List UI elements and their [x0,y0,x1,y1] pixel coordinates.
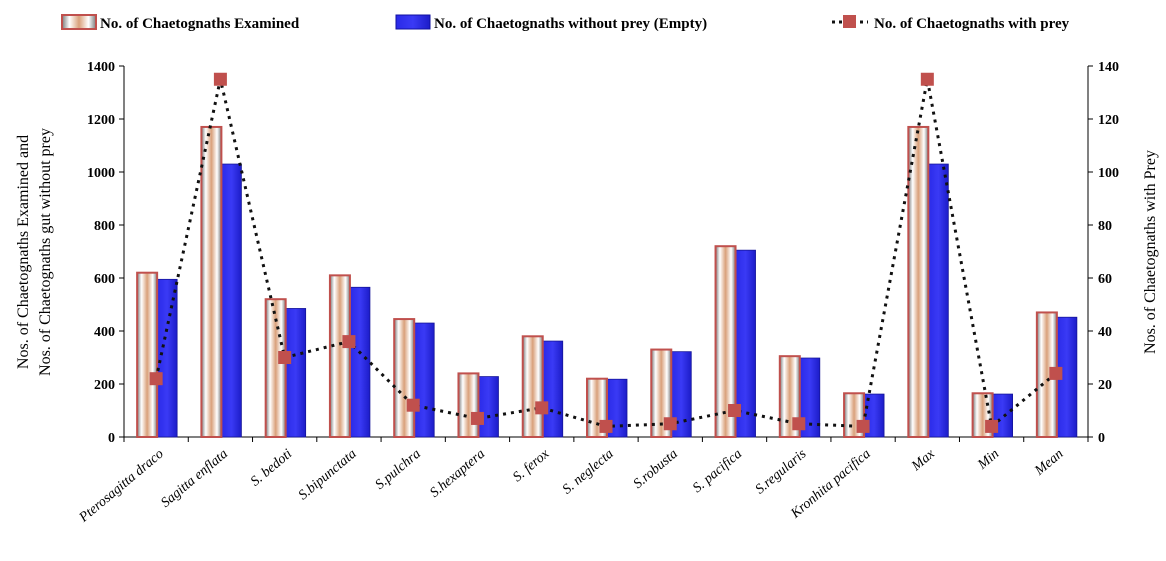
bar-examined [200,125,223,438]
with-prey-point [278,351,292,364]
x-tick-label-group: S.regularis [753,446,810,497]
x-tick-label-group: Mean [1032,447,1067,480]
y-tick-left-label: 0 [108,431,115,446]
bar-empty [542,340,564,438]
with-prey-point [728,404,742,417]
y-tick-left-label: 1200 [87,113,115,128]
x-tick-label-group: S. bedoti [248,447,295,490]
with-prey-point [663,417,677,431]
x-tick-label-group: Min [974,447,1002,474]
y-tick-left-label: 800 [94,219,115,234]
legend-marker-with-prey [843,15,856,28]
legend-swatch-examined [61,14,97,30]
with-prey-point [920,72,934,86]
legend-label-with-prey: No. of Chaetognaths with prey [874,16,1070,32]
y-axis-left-title-line1: Nos. of Chaetognaths Examined and [15,135,32,369]
x-tick-label: S. bedoti [248,447,295,490]
y-tick-right-label: 0 [1098,431,1105,446]
bar-examined [778,355,801,438]
bar-examined [328,274,351,438]
y-tick-right-label: 80 [1098,219,1112,234]
bars [136,125,1078,439]
x-tick-label-group: S. neglecta [560,447,617,498]
x-tick-label: S. ferox [510,446,553,485]
y-axis-left-title-line2: Nos. of Chaetognaths gut without prey [37,128,54,376]
x-tick-label-group: S.hexaptera [427,447,488,501]
x-tick-label-group: S.bipunctata [296,447,360,504]
y-tick-right-label: 140 [1098,60,1119,75]
y-tick-left-label: 200 [94,378,115,393]
y-tick-left-label: 400 [94,325,115,340]
x-tick-label-group: S. pacifica [690,447,745,496]
x-tick-label: S.bipunctata [296,447,360,504]
axes: 0 200 400 600 800 1000 1200 1400 0 20 40 60 80 100 120… [87,60,1119,446]
with-prey-point [406,398,420,412]
x-tick-label: Pterosagitta draco [76,447,167,527]
bar-empty [927,163,949,438]
x-tick-label: Min [974,447,1002,474]
x-tick-label: S. neglecta [560,447,617,498]
with-prey-point [342,335,356,349]
bar-examined [907,125,930,438]
y-tick-left-label: 1000 [87,166,115,181]
bar-empty [285,308,307,438]
bar-examined [393,318,416,439]
with-prey-point [535,401,549,415]
x-tick-label: S.robusta [631,447,681,492]
bar-examined [714,245,737,438]
bar-empty [156,278,178,438]
x-tick-label-group: Max [908,446,938,475]
with-prey-point [792,417,806,431]
legend-item-with-prey: No. of Chaetognaths with prey [832,15,1070,32]
legend-item-empty: No. of Chaetognaths without prey (Empty) [395,14,707,32]
y-tick-right-label: 20 [1098,378,1112,393]
legend-label-empty: No. of Chaetognaths without prey (Empty) [434,16,707,32]
bar-empty [349,286,371,438]
with-prey-point [985,419,999,433]
y-tick-right-label: 120 [1098,113,1119,128]
x-tick-label-group: Sagitta enflata [158,447,231,511]
legend-label-examined: No. of Chaetognaths Examined [100,16,300,32]
legend: No. of Chaetognaths Examined No. of Chae… [61,14,1070,32]
bar-empty [413,322,435,438]
y-tick-right-label: 100 [1098,166,1119,181]
bar-examined [136,271,159,439]
x-tick-label-group: S.robusta [631,447,681,492]
x-tick-label: Mean [1032,447,1067,480]
bar-empty [478,376,499,438]
x-tick-label: S.regularis [753,446,810,497]
x-tick-label: Sagitta enflata [158,447,231,511]
legend-item-examined: No. of Chaetognaths Examined [61,14,300,32]
y-axis-right-title: Nos. of Chaetognaths with Prey [1142,150,1159,354]
y-tick-left-label: 600 [94,272,115,287]
with-prey-line [149,72,1063,433]
x-tick-label: S. pacifica [690,447,745,496]
y-tick-right-label: 60 [1098,272,1112,287]
x-tick-label: S.hexaptera [427,447,488,501]
x-tick-label: Max [908,446,938,475]
legend-swatch-empty [395,14,431,30]
y-tick-left-label: 1400 [87,60,115,75]
x-tick-label: S.pulchra [373,447,424,493]
with-prey-point [470,411,484,425]
with-prey-point [1049,366,1063,380]
with-prey-point [599,419,613,433]
y-tick-right-label: 40 [1098,325,1112,340]
bar-examined [457,372,480,438]
with-prey-point [213,72,227,86]
bar-examined [650,348,673,438]
with-prey-point [149,372,163,386]
x-tick-label-group: S.pulchra [373,447,424,493]
bar-empty [220,163,242,438]
x-tick-label-group: Pterosagitta draco [76,447,167,527]
x-tick-label-group: S. ferox [510,446,553,485]
bar-examined [264,298,287,439]
with-prey-point [856,419,870,433]
bar-examined [521,335,544,438]
